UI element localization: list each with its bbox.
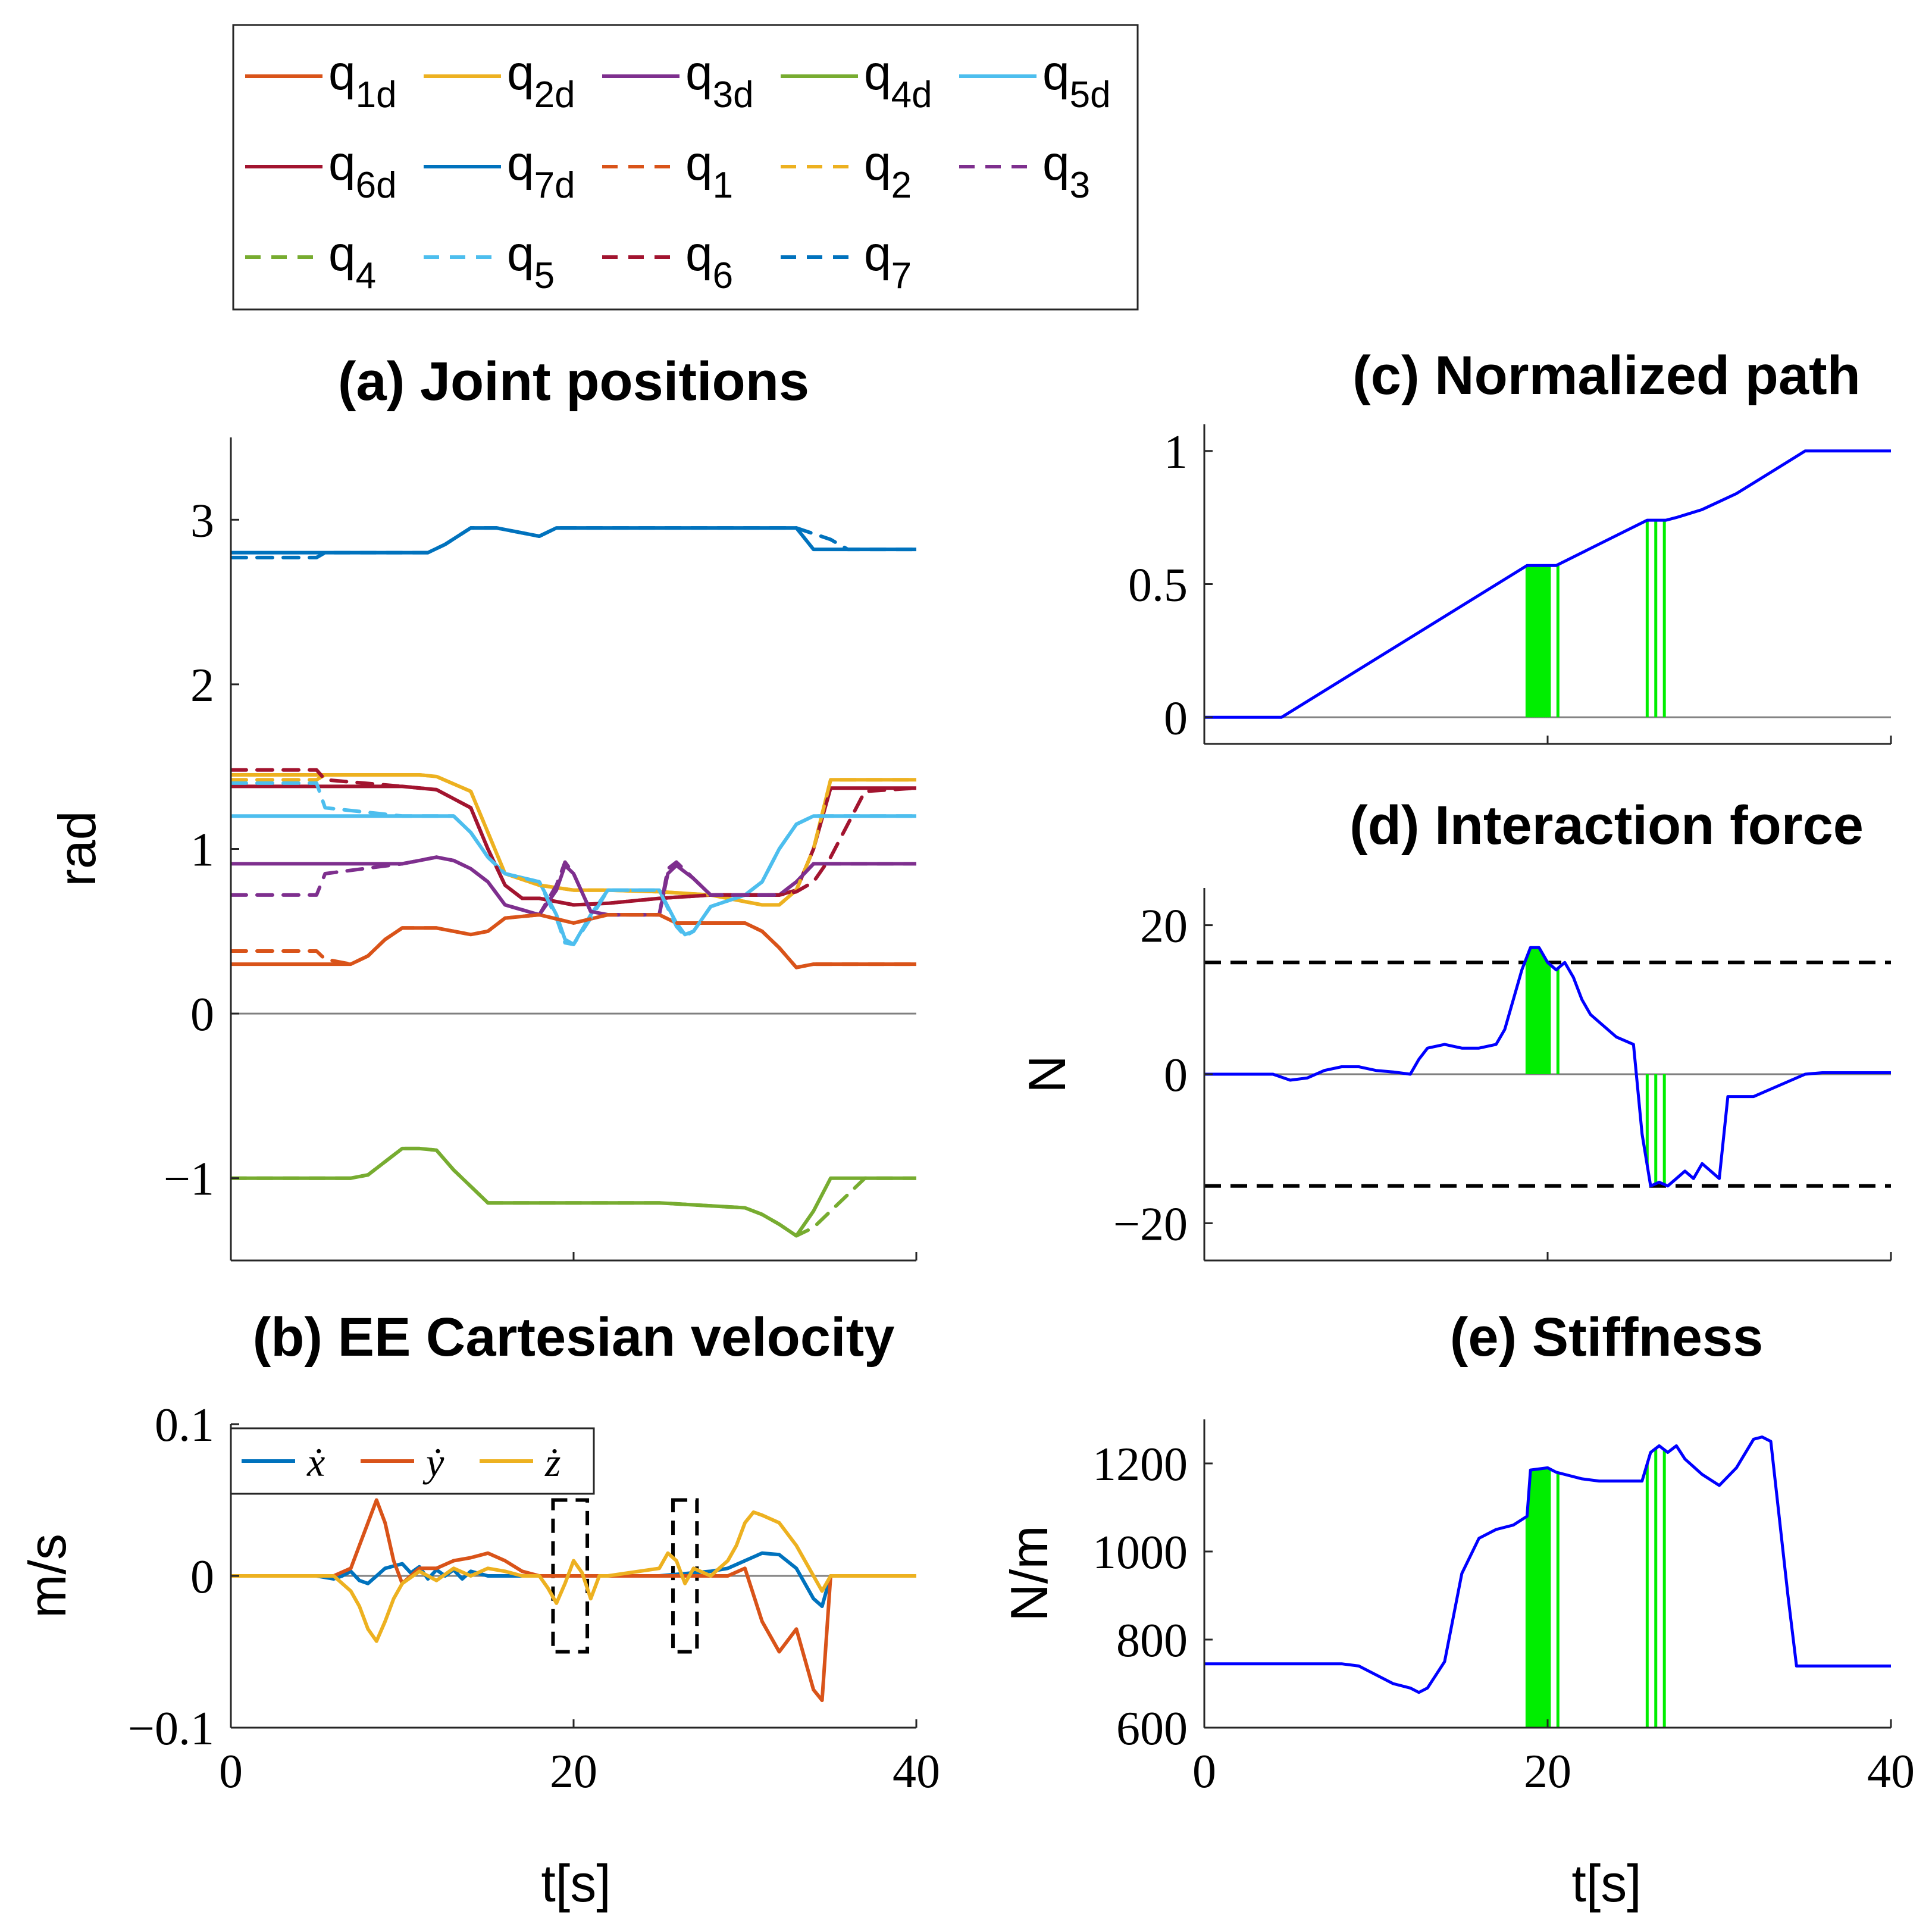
x-tick-label: 20 [1524,1746,1571,1798]
series-line-q_7 [231,526,916,559]
y-tick-label: 0.5 [1128,559,1188,612]
series-line-force [1204,946,1891,1188]
x-axis-label-right: t[s] [1571,1854,1641,1913]
series-line-q_2d [231,773,916,907]
y-tick-label: 2 [190,659,214,712]
panel-interaction-force: (d) Interaction force N −20 0 20 [1017,795,1892,1262]
y-tick-label: 0 [1164,1049,1188,1102]
y-tick-label: 0 [1164,692,1188,745]
y-axis-label: N [1017,1055,1076,1093]
y-tick-label: 1 [1164,426,1188,478]
series-line-q_4d [231,1146,916,1238]
y-tick-label: 0 [190,989,214,1041]
legend-subscript: 7d [534,165,575,206]
chart-title: (d) Interaction force [1349,795,1864,856]
series-line-path [1204,449,1891,719]
series-group [1204,1435,1891,1694]
legend-label: ẏ [422,1440,444,1485]
series-line-q_6 [231,768,916,907]
chart-title: (e) Stiffness [1450,1307,1764,1368]
x-tick-label: 0 [1192,1746,1216,1798]
y-tick-label: 3 [190,495,214,547]
y-axis-label: m/s [18,1534,77,1618]
legend-subscript: 5d [1070,74,1111,115]
series-group [1204,946,1891,1188]
legend-subscript: 4d [891,74,932,115]
y-tick-label: 600 [1116,1703,1188,1755]
y-tick-label: −0.1 [128,1703,214,1755]
legend-subscript: 7 [891,255,912,296]
series-line-q_5 [231,781,916,946]
series-line-q_1 [231,913,916,969]
y-tick-label: 0.1 [155,1399,214,1452]
legend-subscript: 6 [713,255,733,296]
y-axis-label: N/m [1000,1525,1059,1621]
x-tick-label: 20 [550,1746,597,1798]
y-axis-label: rad [48,811,107,886]
legend-subscript: 6d [356,165,397,206]
chart-title: (b) EE Cartesian velocity [253,1307,895,1368]
legend-subscript: 1 [713,165,733,206]
legend-subscript: 3d [713,74,754,115]
chart-title: (c) Normalized path [1352,345,1861,406]
legend-subscript: 4 [356,255,376,296]
series-line-q_7d [231,526,916,555]
series-line-q_5d [231,814,916,946]
x-tick-label: 0 [219,1746,243,1798]
series-group [231,526,916,1238]
series-line-q_4 [231,1146,916,1238]
legend-label: ż [544,1440,561,1485]
x-axis-label-left: t[s] [541,1854,610,1913]
y-tick-label: −20 [1113,1198,1188,1250]
legend-subscript: 5 [534,255,555,296]
y-tick-label: 800 [1116,1615,1188,1667]
y-tick-label: 1 [190,824,214,877]
chart-title: (a) Joint positions [338,351,809,412]
series-line-q_2 [231,773,916,907]
legend-subscript: 2 [891,165,912,206]
panel-stiffness: (e) Stiffness N/m 0 20 40 600 800 1000 1200 [1000,1307,1915,1798]
legend-subscript: 1d [356,74,397,115]
panel-joint-positions: (a) Joint positions rad −1 0 1 2 3 [48,351,918,1262]
series-line-stiffness [1204,1435,1891,1694]
series-group [231,1498,916,1703]
x-tick-label: 40 [893,1746,940,1798]
series-line-y_dot [231,1498,916,1703]
panel-normalized-path: (c) Normalized path 0 0.5 1 [1128,345,1892,745]
y-tick-label: 0 [190,1551,214,1603]
legend-subscript: 2d [534,74,575,115]
y-tick-label: 20 [1140,900,1188,953]
series-line-z_dot [231,1510,916,1643]
legend-subscript: 3 [1070,165,1090,206]
series-group [1204,449,1891,719]
y-tick-label: 1200 [1092,1438,1188,1491]
y-tick-label: 1000 [1092,1527,1188,1579]
x-tick-label: 40 [1867,1746,1915,1798]
series-line-q_3 [231,855,916,917]
legend-label: ẋ [306,1440,325,1485]
y-tick-label: −1 [164,1153,214,1206]
